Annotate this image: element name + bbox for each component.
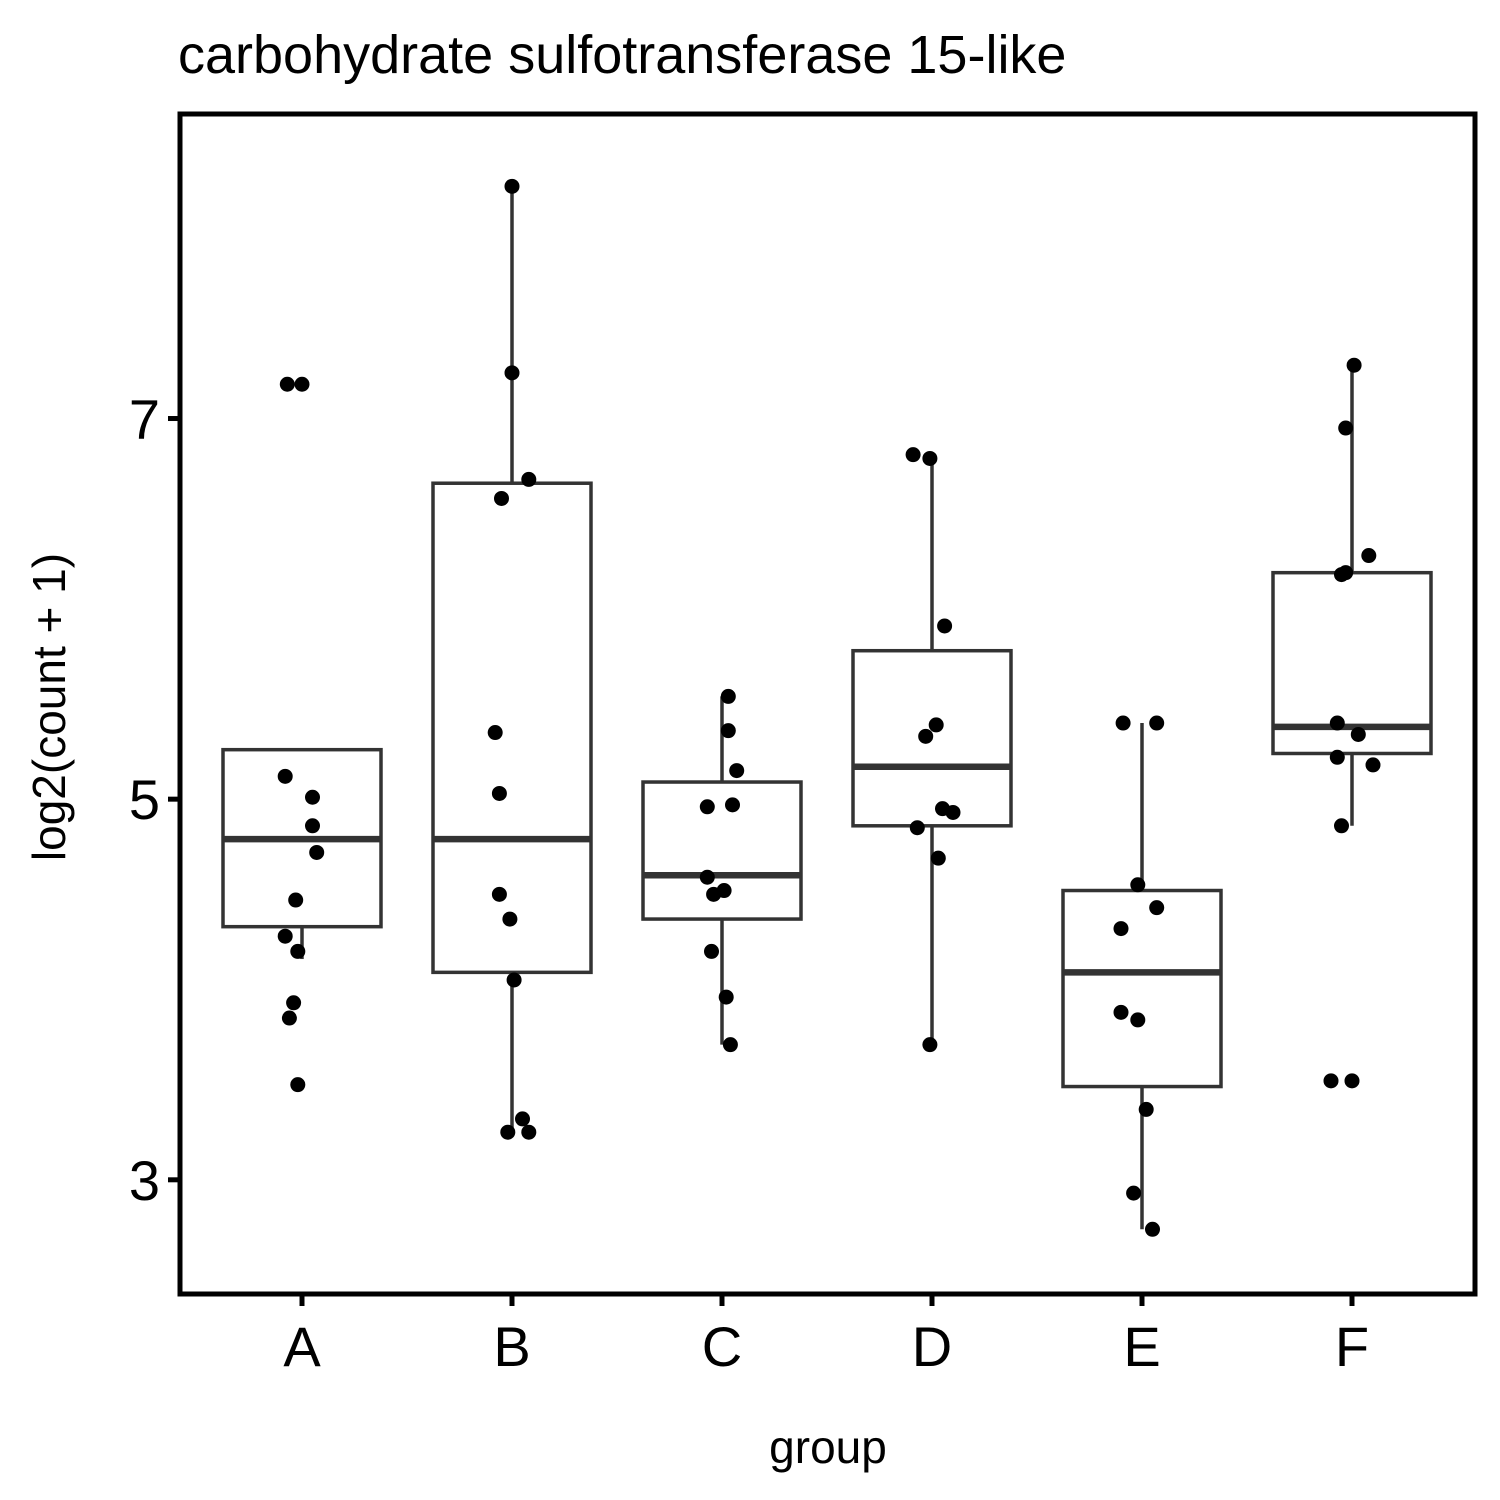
y-tick-label: 3 (129, 1149, 160, 1212)
data-point-f (1350, 726, 1366, 742)
data-point-b (504, 365, 520, 381)
box-iqr (641, 780, 803, 921)
data-point-e (1130, 877, 1146, 893)
data-point-c (720, 723, 736, 739)
data-point-f (1338, 565, 1354, 581)
data-point-b (491, 785, 507, 801)
boxplot-group-a (221, 747, 383, 960)
data-point-f (1365, 757, 1381, 773)
data-point-a (290, 1077, 306, 1093)
data-point-e (1149, 900, 1165, 916)
data-point-f (1344, 1073, 1360, 1089)
data-point-c (722, 1037, 738, 1053)
data-point-d (945, 804, 961, 820)
data-point-a (279, 376, 295, 392)
data-point-a (288, 892, 304, 908)
data-point-b (491, 886, 507, 902)
y-tick-label: 5 (129, 768, 160, 831)
x-tick-label: D (912, 1315, 952, 1378)
box-iqr (431, 481, 593, 975)
data-point-c (699, 869, 715, 885)
data-point-b (515, 1111, 530, 1127)
box-iqr (1271, 570, 1433, 756)
data-point-a (305, 818, 320, 834)
data-point-a (305, 789, 320, 805)
data-point-d (909, 820, 925, 836)
data-point-b (504, 178, 520, 194)
data-point-f (1323, 1073, 1339, 1089)
data-point-a (277, 768, 293, 784)
data-point-a (309, 844, 325, 860)
data-point-e (1149, 715, 1165, 731)
data-point-f (1361, 548, 1377, 564)
data-point-c (725, 797, 740, 813)
data-point-b (521, 1124, 537, 1140)
boxplot-group-f (1271, 365, 1433, 826)
data-point-c (729, 763, 745, 779)
data-point-d (937, 618, 953, 634)
data-point-a (277, 928, 293, 944)
axes-layer: A B C D E F 3 5 7 (129, 388, 1369, 1378)
data-point-e (1145, 1221, 1160, 1237)
boxplot-group-b (431, 186, 593, 1133)
boxplot-group-c (641, 696, 803, 1045)
data-point-e (1126, 1185, 1142, 1201)
data-point-d (918, 728, 934, 744)
data-point-b (506, 972, 522, 988)
data-point-c (716, 883, 732, 899)
data-point-f (1329, 715, 1345, 731)
box-iqr (1061, 888, 1223, 1089)
boxplot-group-e (1061, 723, 1223, 1230)
data-point-a (286, 995, 302, 1011)
data-point-c (718, 989, 734, 1005)
data-point-f (1346, 357, 1362, 373)
data-point-c (720, 688, 736, 704)
data-point-d (928, 717, 944, 733)
data-point-d (922, 450, 938, 466)
points-layer (277, 178, 1381, 1237)
data-point-d (922, 1037, 938, 1053)
x-axis-label: group (769, 1421, 887, 1473)
data-point-c (704, 943, 719, 959)
x-tick-label: A (283, 1315, 321, 1378)
data-point-a (281, 1010, 297, 1026)
x-tick-label: C (702, 1315, 742, 1378)
data-point-b (502, 911, 518, 927)
data-point-a (294, 376, 310, 392)
y-axis-label: log2(count + 1) (23, 553, 75, 861)
data-point-d (905, 447, 921, 463)
data-point-b (521, 471, 537, 487)
data-point-e (1130, 1012, 1146, 1028)
x-tick-label: E (1123, 1315, 1160, 1378)
data-point-b (487, 725, 503, 741)
chart-title: carbohydrate sulfotransferase 15-like (178, 25, 1066, 85)
plot-panel-border (177, 111, 1478, 1297)
x-tick-label: F (1335, 1315, 1369, 1378)
boxplot-group-d (851, 458, 1013, 1047)
data-point-f (1329, 749, 1345, 765)
data-point-e (1138, 1101, 1154, 1117)
boxes-layer (221, 186, 1433, 1230)
data-point-d (930, 850, 946, 866)
y-tick-label: 7 (129, 388, 160, 451)
data-point-f (1334, 818, 1349, 834)
data-point-a (290, 943, 306, 959)
data-point-b (500, 1124, 516, 1140)
data-point-e (1113, 1004, 1129, 1020)
data-point-f (1338, 420, 1354, 436)
data-point-c (699, 799, 715, 815)
data-point-e (1113, 921, 1129, 937)
data-point-e (1115, 715, 1131, 731)
x-tick-label: B (493, 1315, 530, 1378)
data-point-b (494, 490, 509, 506)
